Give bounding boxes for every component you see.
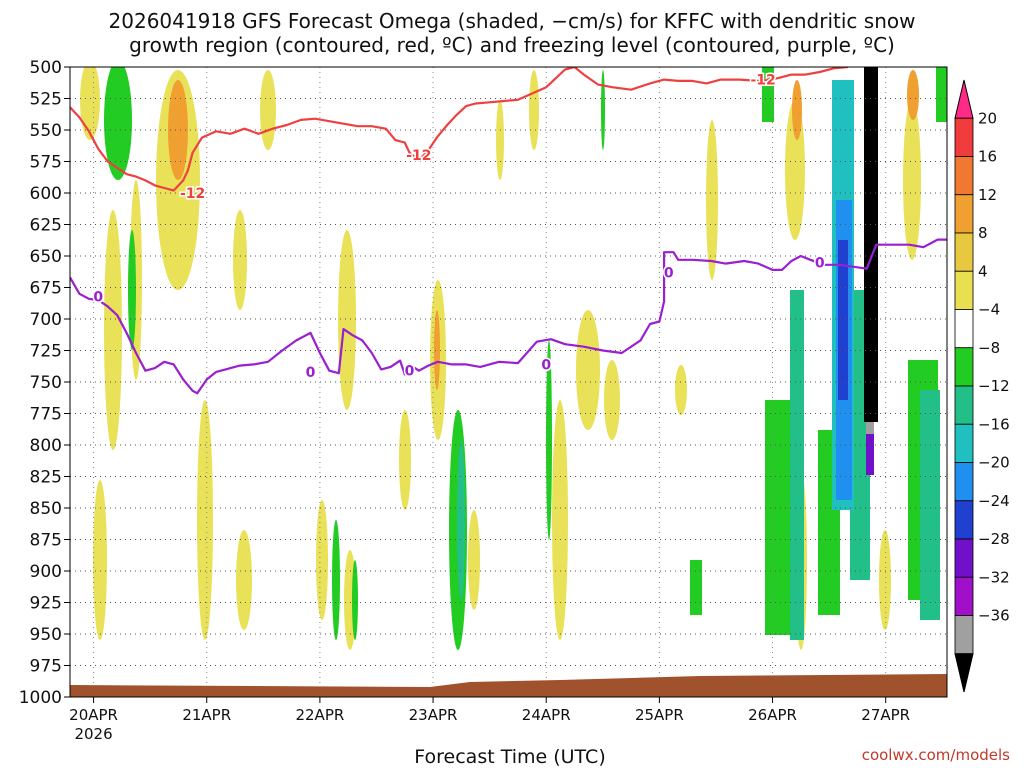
colorbar-swatch [954,194,974,234]
colorbar-label: 8 [978,224,988,242]
colorbar-swatch [954,576,974,616]
x-tick-label: 26APR [748,706,797,724]
y-tick-label: 1000 [19,688,62,708]
y-tick-label: 725 [30,342,62,362]
contour-label: -12 [180,186,205,202]
colorbar-label: 16 [978,148,997,166]
isotherm-contours [70,67,947,395]
colorbar-swatch [954,653,974,693]
colorbar-swatch [954,538,974,578]
colorbar-label: −8 [978,339,1000,357]
colorbar-swatch [954,462,974,502]
contour-label: 0 [541,357,551,373]
x-tick-label: 21APR [182,706,231,724]
y-tick-label: 875 [30,531,62,551]
x-tick-label: 22APR [295,706,344,724]
y-axis: 500 525 550 575 600 625 650 675 700 725 750 775 800 8… [19,58,70,708]
colorbar-label: 4 [978,262,988,280]
y-tick-label: 600 [30,184,62,204]
x-tick-label: 20APR [69,706,118,724]
y-tick-label: 800 [30,436,62,456]
y-tick-label: 650 [30,247,62,267]
x-tick-label: 25APR [635,706,684,724]
contour-labels: -12 -12 -12 0 0 0 0 0 0 [92,71,826,382]
contour-label: 0 [306,365,316,381]
y-tick-label: 675 [30,279,62,299]
contour-label: 0 [93,289,103,305]
colorbar-swatch [954,79,974,119]
colorbar-label: −36 [978,607,1010,625]
y-tick-label: 975 [30,657,62,677]
y-tick-label: 750 [30,373,62,393]
colorbar-swatch [954,270,974,310]
x-axis-label: Forecast Time (UTC) [414,746,605,768]
contour-label: -12 [406,148,431,164]
y-tick-label: 950 [30,625,62,645]
colorbar-swatch [954,385,974,425]
colorbar-swatch [954,423,974,463]
freezing-level-line [70,238,947,395]
colorbar-label: −28 [978,530,1010,548]
colorbar-swatch [954,347,974,387]
y-tick-label: 525 [30,90,62,110]
x-tick-sublabel: 2026 [74,725,112,743]
dendritic-isotherm-line [70,67,849,192]
contour-label: -12 [750,73,775,89]
colorbar-swatch [954,232,974,272]
colorbar-label: −32 [978,568,1010,586]
x-tick-label: 27APR [861,706,910,724]
colorbar-swatch [954,615,974,655]
colorbar-swatch [954,309,974,349]
y-tick-label: 850 [30,499,62,519]
y-tick-label: 625 [30,216,62,236]
colorbar-label: −20 [978,454,1010,472]
colorbar-swatch [954,156,974,196]
terrain [70,674,947,697]
x-tick-label: 24APR [522,706,571,724]
colorbar: 20 16 12 8 4 −4 −8 −12 −16 −20 −24 −28 −32 −36 [954,79,1010,693]
colorbar-label: −24 [978,492,1010,510]
credit-text: coolwx.com/models [862,746,1010,764]
x-tick-label: 23APR [409,706,458,724]
y-tick-label: 775 [30,405,62,425]
y-tick-label: 925 [30,594,62,614]
contour-label: 0 [405,364,415,380]
colorbar-label: −4 [978,301,1000,319]
colorbar-swatch [954,117,974,157]
contour-label: 0 [815,255,825,271]
y-tick-label: 550 [30,121,62,141]
colorbar-label: −16 [978,415,1010,433]
y-tick-label: 825 [30,468,62,488]
y-tick-label: 500 [30,58,62,78]
chart-title-line-2: growth region (contoured, red, ºC) and f… [129,33,895,57]
y-tick-label: 575 [30,153,62,173]
y-tick-label: 900 [30,562,62,582]
chart-title-line-1: 2026041918 GFS Forecast Omega (shaded, −… [109,9,916,33]
y-tick-label: 700 [30,310,62,330]
colorbar-label: 12 [978,186,997,204]
colorbar-label: −12 [978,377,1010,395]
contour-label: 0 [664,265,674,281]
colorbar-label: 20 [978,109,997,127]
colorbar-swatch [954,500,974,540]
